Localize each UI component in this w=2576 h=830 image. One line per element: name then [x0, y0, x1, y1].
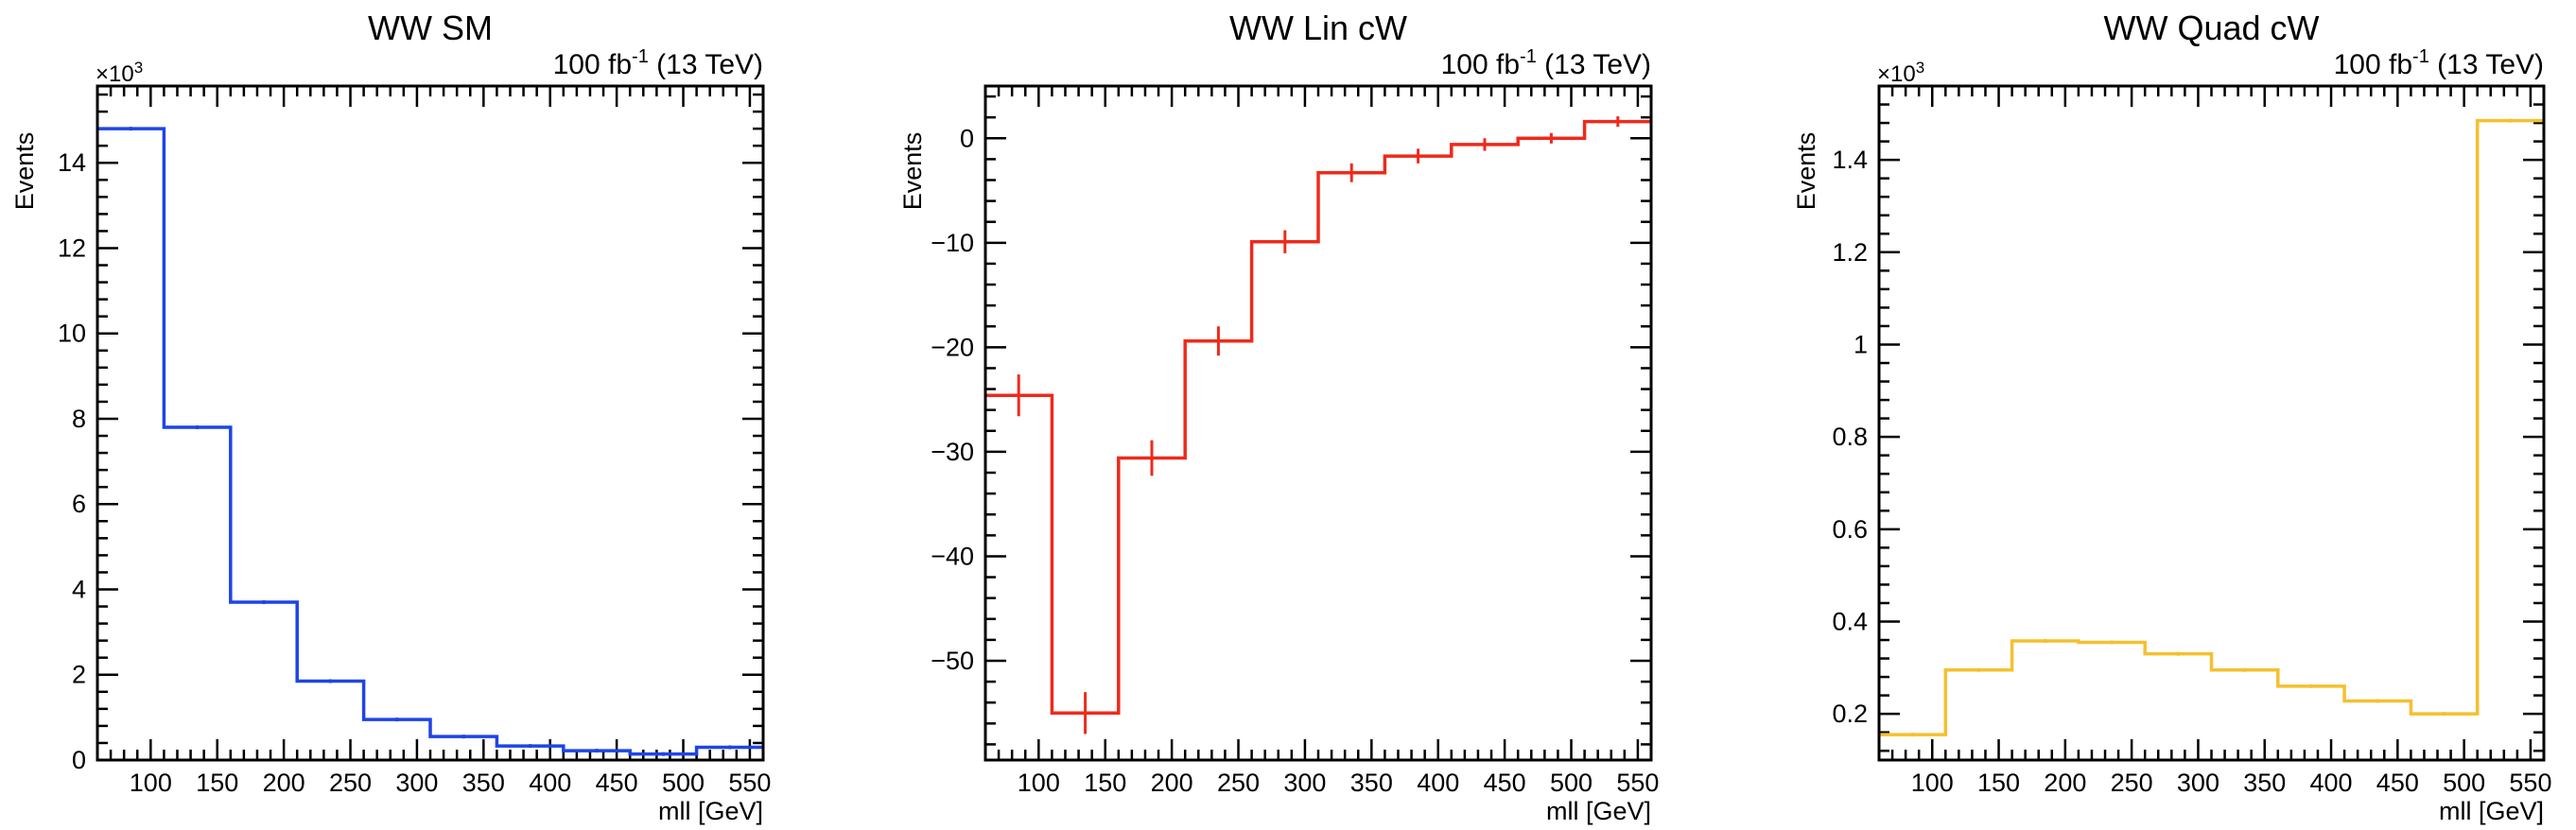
y-tick-label: 0.2	[1832, 700, 1868, 728]
x-tick-label: 550	[1616, 769, 1659, 797]
histogram-series	[1879, 118, 2544, 736]
y-tick-label: 12	[58, 233, 86, 262]
lumi-exponent: -1	[2412, 46, 2429, 67]
y-tick-label: 0.8	[1832, 423, 1868, 451]
x-tick-label: 300	[1283, 769, 1326, 797]
y-tick-label: 0.4	[1832, 607, 1868, 635]
energy-label: (13 TeV)	[1537, 49, 1651, 80]
histogram-panel: WW Quad cW 100 fb-1 (13 TeV) ×103 100 150 200…	[1792, 9, 2551, 825]
x-tick-label: 300	[2177, 769, 2219, 797]
plot-frame	[96, 84, 765, 762]
chart-title: WW SM	[368, 9, 493, 47]
chart-title: WW Quad cW	[2103, 9, 2319, 47]
histogram-series	[97, 127, 763, 756]
lumi-exponent: -1	[1520, 46, 1537, 67]
y-tick-label: 1.4	[1832, 146, 1868, 174]
histogram-panel: WW Lin cW 100 fb-1 (13 TeV) 100 150 200 250 30…	[898, 9, 1659, 825]
chart-title: WW Lin cW	[1229, 9, 1407, 47]
x-tick-label: 500	[2443, 769, 2485, 797]
y-tick-label: −20	[931, 333, 974, 361]
x-axis-title: mll [GeV]	[1546, 797, 1651, 825]
y-tick-label: −10	[931, 229, 974, 257]
lumi-value: 100 fb	[553, 49, 632, 80]
x-tick-label: 550	[2509, 769, 2551, 797]
lumi-exponent: -1	[632, 46, 649, 67]
multiplier-base: ×10	[96, 61, 134, 87]
x-tick-label: 200	[1151, 769, 1193, 797]
x-tick-label: 500	[1550, 769, 1593, 797]
y-axis-multiplier: ×103	[1877, 59, 1924, 87]
x-tick-label: 200	[263, 769, 305, 797]
luminosity-label: 100 fb-1 (13 TeV)	[2334, 46, 2544, 80]
x-tick-label: 300	[395, 769, 438, 797]
y-tick-label: 8	[72, 405, 86, 433]
y-axis-title: Events	[1792, 132, 1820, 211]
plot-frame	[1877, 84, 2546, 762]
x-tick-label: 500	[662, 769, 705, 797]
energy-label: (13 TeV)	[649, 49, 763, 80]
y-tick-label: 6	[72, 490, 86, 518]
x-tick-label: 450	[1484, 769, 1526, 797]
x-tick-label: 350	[1350, 769, 1393, 797]
x-tick-label: 400	[529, 769, 571, 797]
x-tick-label: 250	[329, 769, 372, 797]
x-tick-label: 200	[2044, 769, 2086, 797]
y-axis-title: Events	[898, 132, 927, 211]
x-tick-label: 550	[728, 769, 771, 797]
x-tick-label: 400	[1417, 769, 1459, 797]
y-tick-label: 1	[1854, 330, 1868, 358]
x-tick-label: 150	[196, 769, 238, 797]
multiplier-exponent: 3	[134, 59, 143, 77]
multiplier-exponent: 3	[1916, 59, 1924, 77]
x-tick-label: 100	[1911, 769, 1954, 797]
x-tick-label: 150	[1084, 769, 1126, 797]
x-axis-title: mll [GeV]	[658, 797, 763, 825]
x-tick-label: 450	[2376, 769, 2419, 797]
x-tick-label: 100	[130, 769, 172, 797]
multiplier-base: ×10	[1877, 61, 1916, 87]
x-tick-label: 450	[596, 769, 638, 797]
luminosity-label: 100 fb-1 (13 TeV)	[1441, 46, 1651, 80]
lumi-value: 100 fb	[2334, 49, 2412, 80]
histogram-series	[985, 119, 1651, 716]
luminosity-label: 100 fb-1 (13 TeV)	[553, 46, 763, 80]
y-tick-label: 1.2	[1832, 238, 1868, 267]
x-axis-title: mll [GeV]	[2439, 797, 2544, 825]
x-tick-label: 250	[2111, 769, 2153, 797]
x-tick-label: 250	[1217, 769, 1260, 797]
y-tick-label: 4	[72, 575, 86, 603]
y-tick-label: 14	[58, 148, 86, 177]
x-tick-label: 350	[462, 769, 505, 797]
x-tick-label: 150	[1977, 769, 2020, 797]
x-tick-label: 400	[2310, 769, 2353, 797]
lumi-value: 100 fb	[1441, 49, 1520, 80]
y-tick-label: 10	[58, 320, 86, 348]
y-tick-label: 0.6	[1832, 515, 1868, 544]
y-tick-label: −30	[931, 438, 974, 466]
x-tick-label: 100	[1018, 769, 1060, 797]
y-tick-label: −50	[931, 647, 974, 675]
y-axis-title: Events	[10, 132, 39, 211]
x-tick-label: 350	[2243, 769, 2286, 797]
energy-label: (13 TeV)	[2429, 49, 2544, 80]
y-tick-label: 0	[960, 124, 974, 152]
y-tick-label: 2	[72, 661, 86, 689]
plot-frame	[983, 84, 1653, 762]
y-tick-label: 0	[72, 746, 86, 774]
y-tick-label: −40	[931, 542, 974, 570]
y-axis-multiplier: ×103	[96, 59, 143, 87]
